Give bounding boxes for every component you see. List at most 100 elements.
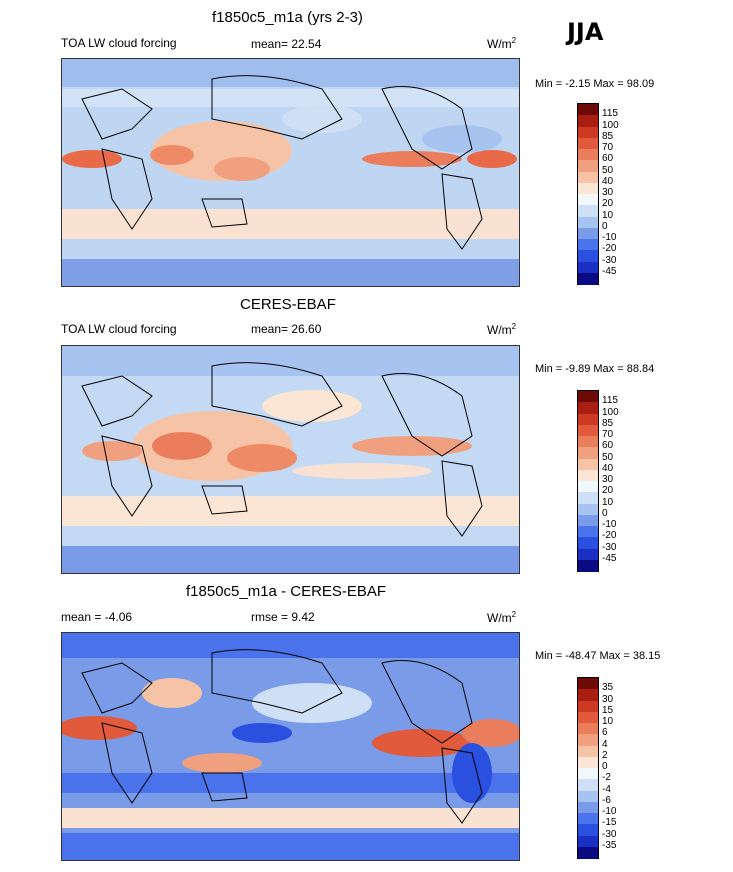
panel-model-mean-label: mean= 22.54 [251,37,322,51]
colorbar-bin [578,458,598,471]
colorbar-tick-label: 20 [602,198,614,210]
panel-model-title: f1850c5_m1a (yrs 2-3) [212,9,363,26]
colorbar-tick-label: 60 [602,440,614,452]
colorbar-tick-label: -45 [602,552,617,564]
colorbar-tick-label: -10 [602,806,617,817]
colorbar-bin [578,436,598,448]
colorbar-bin [578,160,598,172]
colorbar-bin [578,756,598,769]
colorbar-bin [578,813,598,825]
colorbar-bin [578,492,598,504]
colorbar-bin [578,745,598,758]
panel-model-units: W/m2 [487,36,517,51]
panel-diff-units: W/m2 [487,610,517,625]
colorbar-tick-label: 100 [602,406,619,418]
panel-obs-minmax: Min = -9.89 Max = 88.84 [535,363,655,375]
colorbar-tick-label: 6 [602,727,608,739]
colorbar-tick-label: 60 [602,153,614,165]
colorbar-bin [578,790,598,803]
colorbar-bin [578,250,598,262]
colorbar-bin [578,526,598,538]
panel-model-variable-label: TOA LW cloud forcing [61,36,177,50]
colorbar-tick-label: 70 [602,429,614,440]
colorbar-bin [578,678,598,690]
colorbar-tick-label: 30 [602,693,614,705]
colorbar-tick-label: 85 [602,417,614,429]
colorbar-tick-label: 4 [602,738,608,750]
colorbar-bin [578,194,598,206]
colorbar-tick-label: -15 [602,817,617,829]
colorbar-tick-label: -20 [602,530,617,542]
colorbar-bin [578,137,598,150]
colorbar-tick-label: -10 [602,519,617,530]
panel-obs-colorbar [577,390,599,572]
colorbar-bin [578,559,598,572]
colorbar-bin [578,734,598,746]
colorbar-tick-label: -2 [602,772,611,784]
colorbar-bin [578,824,598,836]
colorbar-bin [578,835,598,848]
colorbar-bin [578,711,598,724]
panel-diff-map-field [57,633,522,860]
colorbar-bin [578,801,598,814]
colorbar-tick-label: 10 [602,716,614,727]
colorbar-bin [578,537,598,549]
colorbar-tick-label: -6 [602,794,611,806]
colorbar-tick-label: -20 [602,243,617,255]
colorbar-tick-label: 0 [602,220,608,232]
colorbar-bin [578,723,598,735]
colorbar-tick-label: 50 [602,164,614,176]
colorbar-bin [578,239,598,251]
colorbar-tick-label: 70 [602,142,614,153]
panel-model-minmax: Min = -2.15 Max = 98.09 [535,78,655,90]
colorbar-bin [578,846,598,859]
colorbar-tick-label: 20 [602,485,614,497]
colorbar-bin [578,503,598,516]
colorbar-bin [578,171,598,184]
colorbar-bin [578,469,598,482]
panel-obs-units: W/m2 [487,322,517,337]
colorbar-bin [578,447,598,459]
panel-diff-minmax: Min = -48.47 Max = 38.15 [535,650,661,662]
panel-obs-variable-label: TOA LW cloud forcing [61,322,177,336]
colorbar-tick-label: 115 [602,395,618,407]
colorbar-tick-label: -30 [602,828,617,840]
colorbar-bin [578,481,598,493]
panel-obs-title: CERES-EBAF [240,296,336,313]
colorbar-tick-label: -35 [602,839,617,851]
panel-obs-mean-label: mean= 26.60 [251,322,322,336]
colorbar-bin [578,126,598,139]
colorbar-bin [578,402,598,414]
colorbar-tick-label: 100 [602,119,619,131]
colorbar-bin [578,104,598,116]
panel-diff-mean-label: mean = -4.06 [61,610,133,624]
colorbar-tick-label: 10 [602,209,614,221]
panel-obs-map [61,345,520,574]
colorbar-tick-label: 0 [602,761,608,772]
colorbar-bin [578,689,598,701]
panel-diff-title: f1850c5_m1a - CERES-EBAF [186,583,387,600]
colorbar-bin [578,272,598,285]
colorbar-bin [578,205,598,217]
colorbar-tick-label: 85 [602,130,614,142]
colorbar-tick-label: -45 [602,265,617,277]
panel-diff-colorbar [577,677,599,859]
colorbar-bin [578,216,598,229]
colorbar-tick-label: 35 [602,682,614,694]
panel-model-map [61,58,520,287]
colorbar-tick-label: 15 [602,704,614,716]
colorbar-tick-label: 30 [602,474,614,485]
colorbar-tick-label: 10 [602,496,614,508]
season-label: JJA [567,18,604,46]
panel-model-colorbar [577,103,599,285]
colorbar-bin [578,115,598,127]
colorbar-bin [578,261,598,274]
colorbar-tick-label: 0 [602,507,608,519]
panel-diff-map [57,632,522,861]
colorbar-tick-label: 30 [602,187,614,198]
colorbar-bin [578,391,598,403]
colorbar-bin [578,548,598,561]
colorbar-bin [578,227,598,240]
colorbar-tick-label: 40 [602,462,614,474]
colorbar-bin [578,413,598,426]
